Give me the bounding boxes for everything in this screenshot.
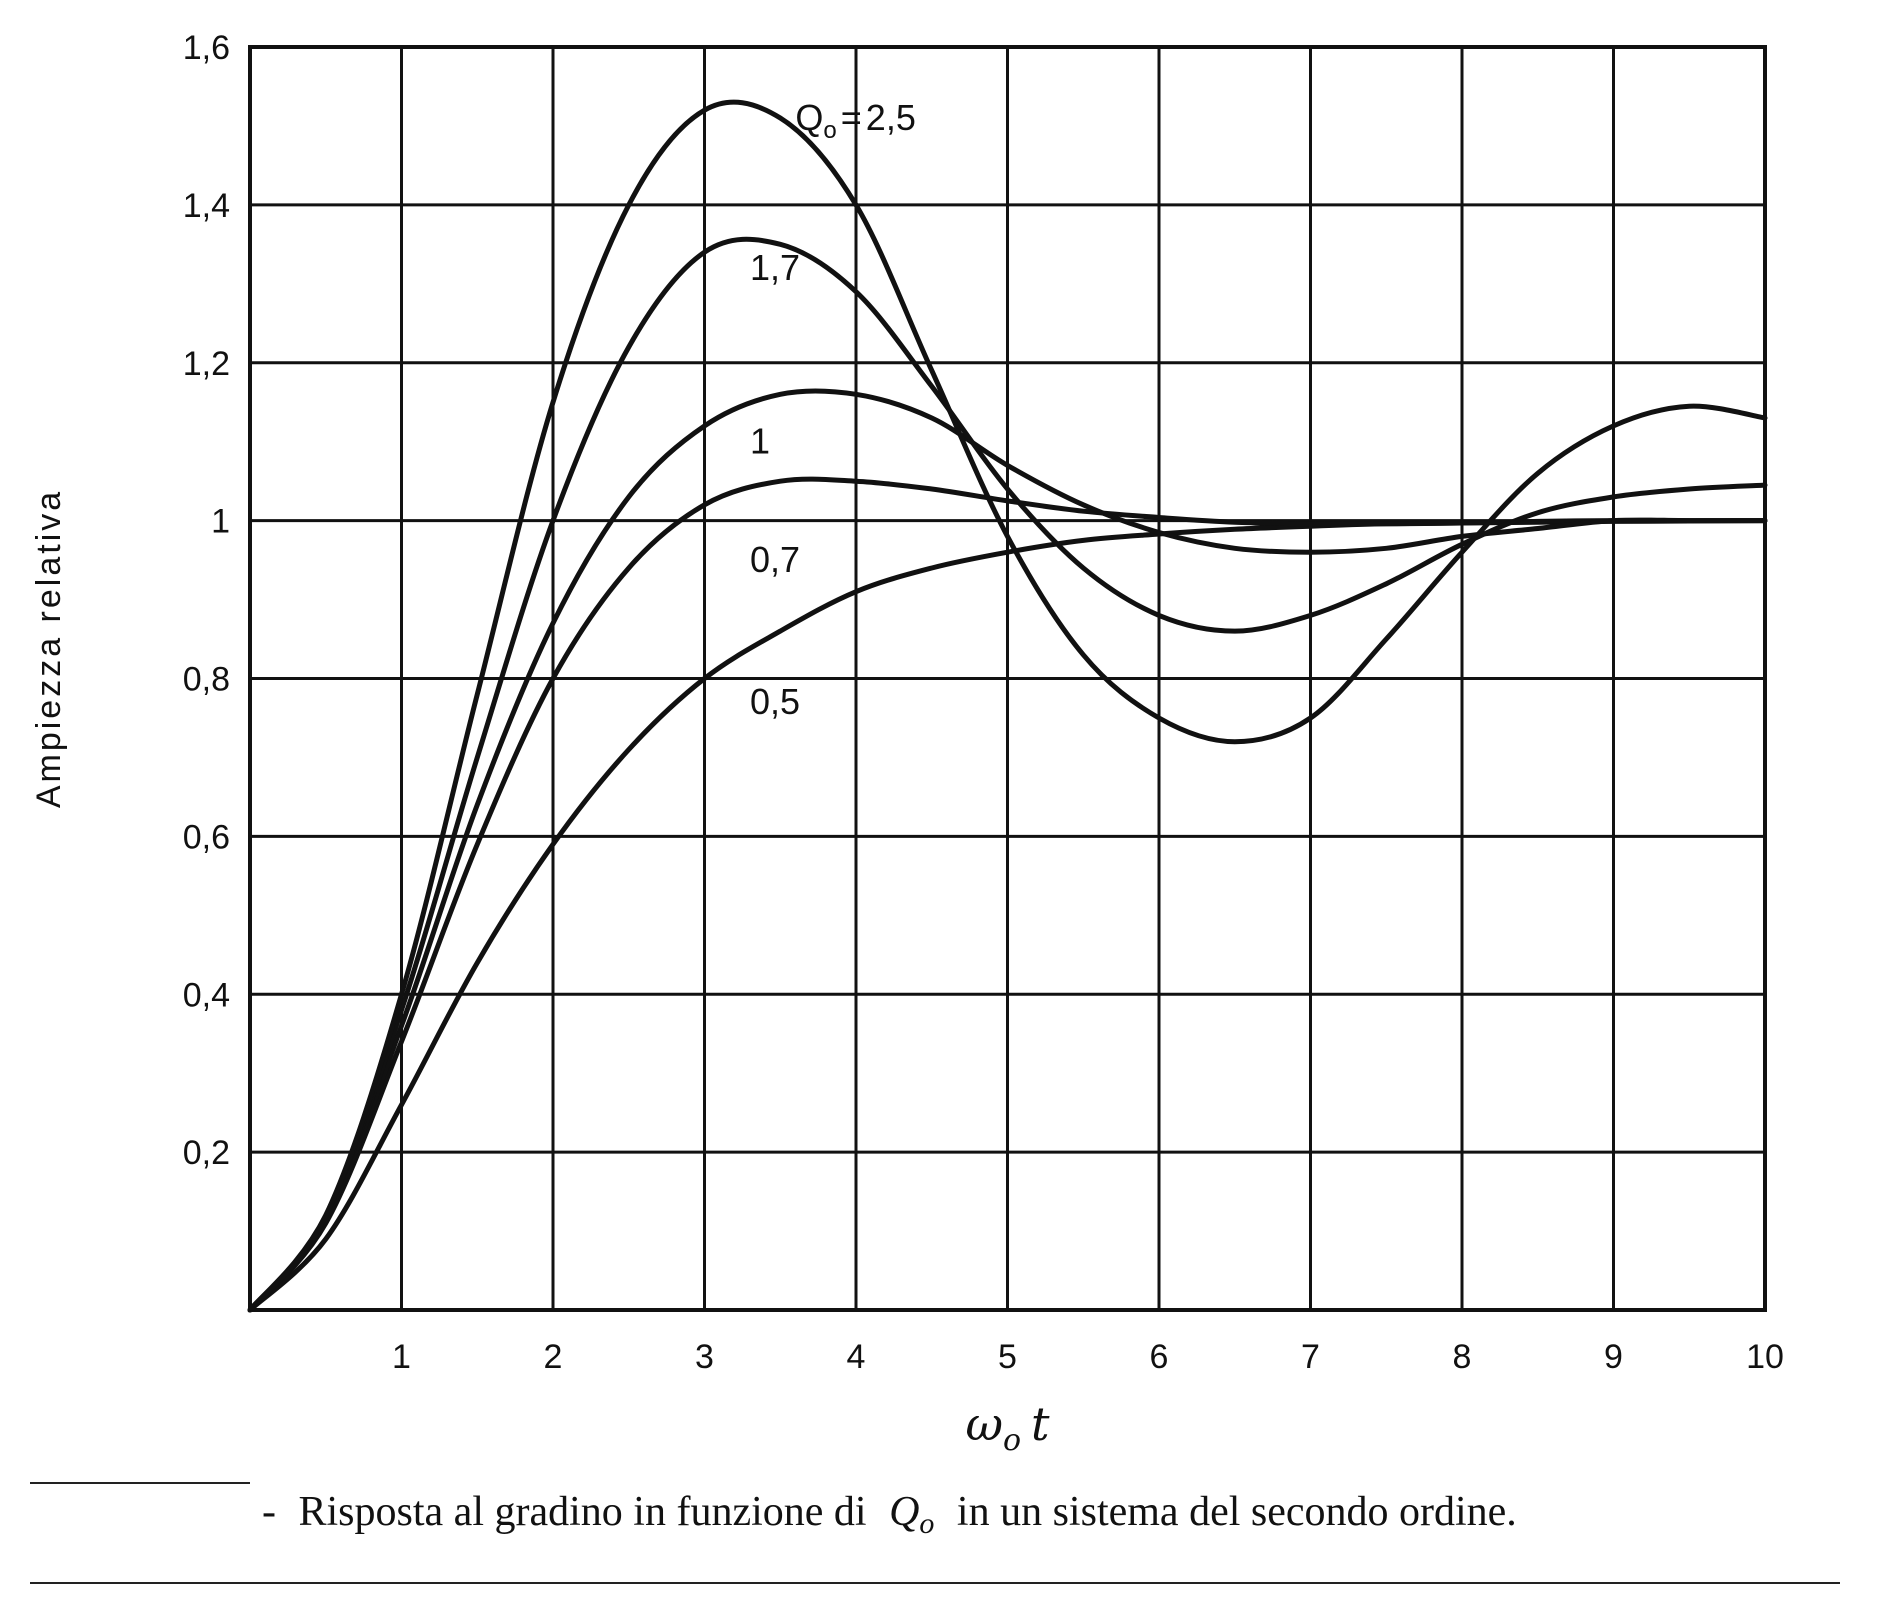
series-line-q-2-5: [247, 99, 1768, 1313]
caption-symbol-subscript: o: [919, 1507, 934, 1540]
y-tick-label: 1,6: [183, 29, 230, 67]
series-curves: [247, 99, 1768, 1313]
caption-text-before: Risposta al gradino in funzione di: [299, 1489, 867, 1535]
x-tick-label: 8: [1453, 1338, 1472, 1376]
x-tick-label: 3: [695, 1338, 714, 1376]
x-tick-label: 1: [392, 1338, 411, 1376]
x-tick-label: 4: [847, 1338, 866, 1376]
series-line-q-0-7: [247, 476, 1768, 1313]
y-tick-label: 1: [211, 503, 230, 541]
tick-labels: 1 2 3 4 5 6 7 8 9 10 0,2 0,4 0,6 0,8 1 1,2 1,4 1,6: [183, 29, 1784, 1376]
y-axis-label: Ampiezza relativa: [30, 489, 68, 808]
series-label-q-2-5: Qo = 2,5: [795, 97, 915, 144]
series-labels: 0,5 0,7 1 1,7 Qo = 2,5: [750, 97, 916, 722]
series-label-q-1-7: 1,7: [750, 247, 800, 288]
caption-text-after: in un sistema del secondo ordine.: [957, 1489, 1517, 1535]
y-tick-label: 0,8: [183, 661, 230, 699]
x-axis-label-omega: ω: [965, 1397, 1003, 1451]
y-tick-label: 1,4: [183, 187, 230, 225]
series-label-q-1: 1: [750, 421, 770, 462]
x-tick-label: 2: [544, 1338, 563, 1376]
grid: [250, 45, 1767, 1310]
y-tick-label: 0,4: [183, 976, 230, 1014]
series-label-q-0-5: 0,5: [750, 681, 800, 722]
x-tick-label: 10: [1746, 1338, 1784, 1376]
figure-caption: - Risposta al gradino in funzione di Qo …: [262, 1489, 1517, 1543]
caption-symbol: Q: [889, 1489, 919, 1535]
x-tick-label: 5: [998, 1338, 1017, 1376]
x-axis-label-variable: t: [1031, 1397, 1050, 1451]
y-tick-label: 0,6: [183, 818, 230, 856]
x-axis-label: ωo t: [965, 1397, 1050, 1458]
series-label-q-0-7: 0,7: [750, 539, 800, 580]
series-line-q-1: [247, 388, 1768, 1313]
x-axis-label-subscript: o: [1003, 1423, 1021, 1458]
x-tick-label: 7: [1301, 1338, 1320, 1376]
x-tick-label: 6: [1150, 1338, 1169, 1376]
series-line-q-1-7: [247, 236, 1768, 1313]
plot-frame: [248, 45, 1767, 1312]
y-tick-label: 0,2: [183, 1134, 230, 1172]
caption-dash: -: [262, 1489, 276, 1535]
x-tick-label: 9: [1604, 1338, 1623, 1376]
y-tick-label: 1,2: [183, 345, 230, 383]
